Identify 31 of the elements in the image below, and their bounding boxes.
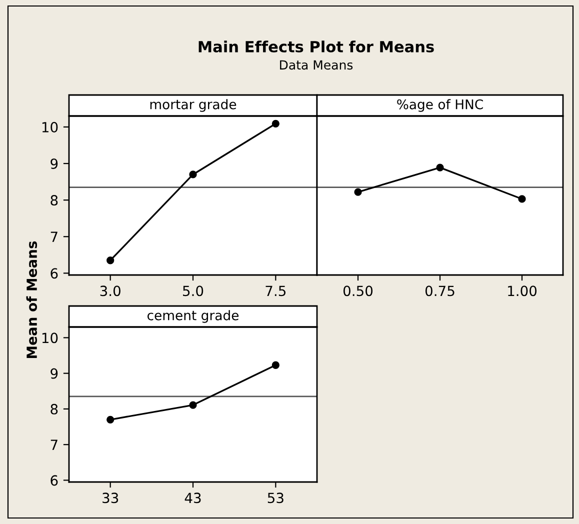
- text: Data Means: [280, 60, 353, 70]
- text: Main Effects Plot for Means: [198, 40, 434, 52]
- chart-title: cement grade: [148, 310, 239, 323]
- y-tick-label: 7: [50, 440, 58, 450]
- x-tick-label: 33: [102, 492, 118, 504]
- x-tick-label: 3.0: [100, 286, 120, 296]
- y-tick-label: 9: [50, 158, 58, 169]
- point: [272, 361, 280, 369]
- x-tick-label: 7.5: [266, 286, 286, 296]
- point: [189, 170, 197, 178]
- point: [106, 416, 114, 424]
- y-axis-title: Mean of Means: [26, 241, 38, 358]
- point: [272, 120, 280, 128]
- y-tick-label: 6: [50, 475, 58, 486]
- y-tick-label: 9: [50, 368, 58, 379]
- x-tick-label: 0.75: [425, 286, 454, 296]
- chart-title: %age of HNC: [397, 99, 483, 112]
- x-tick-label: 43: [184, 492, 201, 504]
- y-tick-label: 8: [50, 195, 58, 206]
- y-tick-label: 8: [50, 404, 58, 414]
- y-tick-label: 10: [42, 332, 58, 344]
- x-tick-label: 0.50: [343, 286, 373, 296]
- y-tick-label: 7: [50, 232, 58, 242]
- x-tick-label: 5.0: [183, 286, 204, 296]
- chart-title: mortar grade: [150, 99, 236, 112]
- point: [189, 401, 197, 409]
- y-tick-label: 10: [42, 122, 58, 132]
- point: [106, 256, 114, 264]
- x-tick-label: 53: [268, 492, 284, 504]
- x-tick-label: 1.00: [508, 286, 537, 296]
- y-tick-label: 6: [50, 268, 58, 279]
